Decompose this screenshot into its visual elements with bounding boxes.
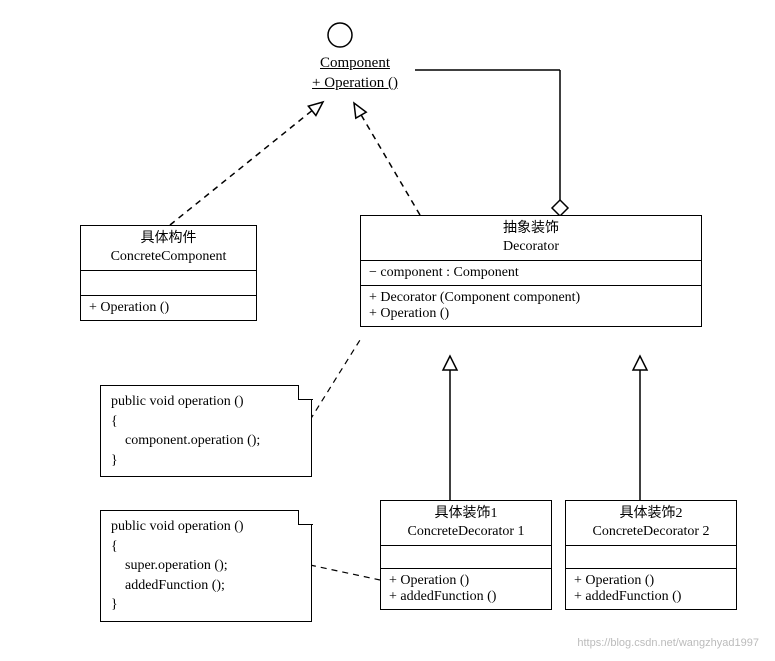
class-decorator: 抽象装饰 Decorator − component : Component +… bbox=[360, 215, 702, 327]
cd2-ops: + Operation () + addedFunction () bbox=[566, 568, 736, 609]
class-header-dec: 抽象装饰 Decorator bbox=[361, 216, 701, 260]
cd2-title-cn: 具体装饰2 bbox=[574, 505, 728, 523]
cc-ops: + Operation () bbox=[81, 295, 256, 320]
cd2-op1: + Operation () bbox=[574, 573, 728, 589]
dec-op2: + Operation () bbox=[369, 306, 693, 322]
arrow-realization-dec bbox=[349, 100, 366, 118]
class-header-cd1: 具体装饰1 ConcreteDecorator 1 bbox=[381, 501, 551, 545]
cd1-op2: + addedFunction () bbox=[389, 589, 543, 605]
arrow-gen-cd1 bbox=[443, 356, 457, 370]
note-operation-2: public void operation () { super.operati… bbox=[100, 510, 312, 622]
cd1-op1: + Operation () bbox=[389, 573, 543, 589]
note2-l2: { bbox=[111, 537, 301, 557]
interface-circle bbox=[328, 23, 352, 47]
edge-realization-cc bbox=[170, 109, 314, 225]
aggregation-diamond bbox=[552, 200, 568, 216]
interface-name: Component bbox=[295, 54, 415, 74]
cd2-op2: + addedFunction () bbox=[574, 589, 728, 605]
note-operation-1: public void operation () { component.ope… bbox=[100, 385, 312, 477]
note2-l4: addedFunction (); bbox=[111, 576, 301, 596]
class-concrete-decorator-2: 具体装饰2 ConcreteDecorator 2 + Operation ()… bbox=[565, 500, 737, 610]
dec-title-en: Decorator bbox=[369, 238, 693, 256]
edge-note2-link bbox=[310, 565, 380, 580]
watermark-text: https://blog.csdn.net/wangzhyad1997 bbox=[577, 637, 759, 649]
cd2-title-en: ConcreteDecorator 2 bbox=[574, 523, 728, 541]
class-header-cd2: 具体装饰2 ConcreteDecorator 2 bbox=[566, 501, 736, 545]
dec-title-cn: 抽象装饰 bbox=[369, 220, 693, 238]
cd1-attrs bbox=[381, 545, 551, 568]
edge-note1-link bbox=[310, 340, 360, 420]
cc-title-cn: 具体构件 bbox=[89, 230, 248, 248]
note2-l3: super.operation (); bbox=[111, 556, 301, 576]
dec-attrs: − component : Component bbox=[361, 260, 701, 285]
arrow-gen-cd2 bbox=[633, 356, 647, 370]
note2-l5: } bbox=[111, 595, 301, 615]
cc-title-en: ConcreteComponent bbox=[89, 248, 248, 266]
note1-l1: public void operation () bbox=[111, 392, 301, 412]
cd1-title-cn: 具体装饰1 bbox=[389, 505, 543, 523]
note2-l1: public void operation () bbox=[111, 517, 301, 537]
cc-attrs bbox=[81, 270, 256, 295]
cd2-attrs bbox=[566, 545, 736, 568]
note1-l3: component.operation (); bbox=[111, 431, 301, 451]
dec-op1: + Decorator (Component component) bbox=[369, 290, 693, 306]
interface-op: + Operation () bbox=[295, 74, 415, 94]
arrow-realization-cc bbox=[308, 97, 326, 115]
interface-component: Component + Operation () bbox=[295, 54, 415, 93]
class-concrete-component: 具体构件 ConcreteComponent + Operation () bbox=[80, 225, 257, 321]
cd1-title-en: ConcreteDecorator 1 bbox=[389, 523, 543, 541]
note1-l4: } bbox=[111, 451, 301, 471]
dec-ops: + Decorator (Component component) + Oper… bbox=[361, 285, 701, 326]
class-concrete-decorator-1: 具体装饰1 ConcreteDecorator 1 + Operation ()… bbox=[380, 500, 552, 610]
cd1-ops: + Operation () + addedFunction () bbox=[381, 568, 551, 609]
edge-realization-dec bbox=[360, 113, 420, 215]
note1-l2: { bbox=[111, 412, 301, 432]
class-header-cc: 具体构件 ConcreteComponent bbox=[81, 226, 256, 270]
